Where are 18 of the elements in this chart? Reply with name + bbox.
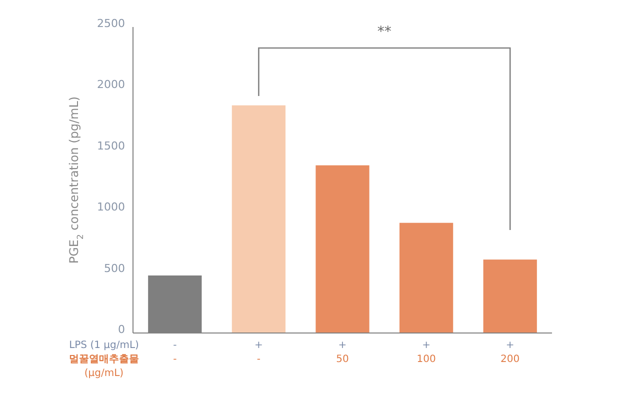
y-tick-label: 2500 (97, 17, 125, 30)
y-tick-label: 1000 (97, 200, 125, 214)
x-tick-label: - - (173, 340, 178, 365)
bar (399, 222, 454, 333)
text: 멀꿀열매추출물 (μg/mL) (69, 354, 139, 379)
y-tick-label: 2000 (97, 78, 125, 92)
bar (483, 260, 537, 333)
x-tick-label: + - (254, 340, 263, 365)
y-tick-label: 1500 (97, 139, 125, 152)
bar (232, 105, 286, 333)
bar (316, 165, 370, 333)
y-tick-label: 500 (104, 262, 125, 275)
annotation: ** (377, 24, 392, 40)
x-tick-label: + 100 (416, 340, 436, 365)
x-tick-label: + 200 (500, 340, 520, 365)
text: LPS (1 μg/mL) (69, 340, 140, 351)
y-tick-label: 0 (118, 323, 125, 336)
x-tick-label: + 50 (336, 340, 349, 365)
